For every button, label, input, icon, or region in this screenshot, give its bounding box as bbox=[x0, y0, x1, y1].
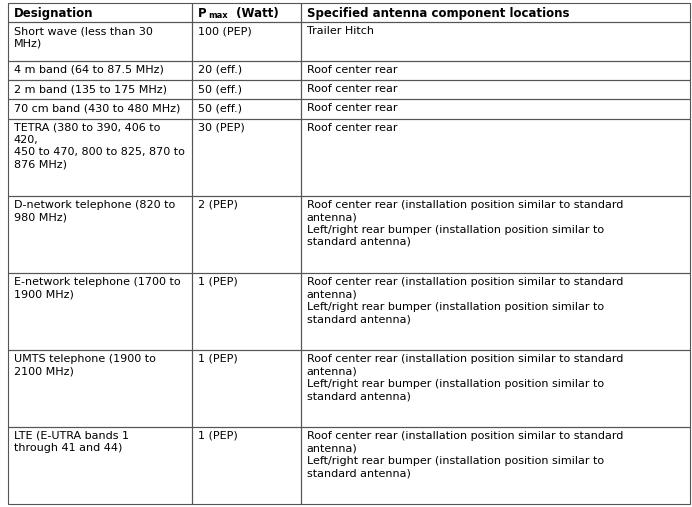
Text: 1 (PEP): 1 (PEP) bbox=[198, 277, 237, 287]
Bar bbox=[8, 273, 192, 350]
Text: 2 m band (135 to 175 MHz): 2 m band (135 to 175 MHz) bbox=[14, 84, 167, 94]
Bar bbox=[192, 3, 301, 22]
Text: 1 (PEP): 1 (PEP) bbox=[198, 431, 237, 441]
Bar bbox=[8, 350, 192, 427]
Text: Specified antenna component locations: Specified antenna component locations bbox=[307, 7, 570, 20]
Text: Roof center rear: Roof center rear bbox=[307, 65, 397, 75]
Text: 20 (eff.): 20 (eff.) bbox=[198, 65, 242, 75]
Text: Roof center rear: Roof center rear bbox=[307, 84, 397, 94]
Text: D-network telephone (820 to
980 MHz): D-network telephone (820 to 980 MHz) bbox=[14, 200, 175, 222]
Text: Roof center rear (installation position similar to standard
antenna)
Left/right : Roof center rear (installation position … bbox=[307, 431, 623, 478]
Text: E-network telephone (1700 to
1900 MHz): E-network telephone (1700 to 1900 MHz) bbox=[14, 277, 180, 299]
Text: (Watt): (Watt) bbox=[232, 7, 278, 20]
Text: Roof center rear (installation position similar to standard
antenna)
Left/right : Roof center rear (installation position … bbox=[307, 354, 623, 401]
Text: LTE (E-UTRA bands 1
through 41 and 44): LTE (E-UTRA bands 1 through 41 and 44) bbox=[14, 431, 129, 453]
Bar bbox=[8, 99, 192, 119]
Text: Trailer Hitch: Trailer Hitch bbox=[307, 26, 374, 37]
Text: 100 (PEP): 100 (PEP) bbox=[198, 26, 251, 37]
Text: UMTS telephone (1900 to
2100 MHz): UMTS telephone (1900 to 2100 MHz) bbox=[14, 354, 156, 376]
Text: Designation: Designation bbox=[14, 7, 93, 20]
Bar bbox=[8, 427, 192, 504]
Bar bbox=[301, 22, 690, 61]
Bar bbox=[301, 80, 690, 99]
Bar bbox=[192, 61, 301, 80]
Bar bbox=[301, 196, 690, 273]
Bar bbox=[192, 350, 301, 427]
Text: 70 cm band (430 to 480 MHz): 70 cm band (430 to 480 MHz) bbox=[14, 103, 180, 114]
Text: Roof center rear (installation position similar to standard
antenna)
Left/right : Roof center rear (installation position … bbox=[307, 277, 623, 324]
Bar bbox=[192, 427, 301, 504]
Bar bbox=[301, 61, 690, 80]
Text: Roof center rear: Roof center rear bbox=[307, 123, 397, 133]
Text: 50 (eff.): 50 (eff.) bbox=[198, 103, 242, 114]
Bar bbox=[8, 196, 192, 273]
Bar bbox=[8, 80, 192, 99]
Text: P: P bbox=[198, 7, 206, 20]
Text: Roof center rear: Roof center rear bbox=[307, 103, 397, 114]
Text: 1 (PEP): 1 (PEP) bbox=[198, 354, 237, 364]
Bar bbox=[301, 273, 690, 350]
Bar bbox=[301, 119, 690, 196]
Bar bbox=[301, 99, 690, 119]
Bar bbox=[192, 99, 301, 119]
Bar bbox=[301, 427, 690, 504]
Bar bbox=[192, 22, 301, 61]
Bar bbox=[301, 350, 690, 427]
Text: TETRA (380 to 390, 406 to
420,
450 to 470, 800 to 825, 870 to
876 MHz): TETRA (380 to 390, 406 to 420, 450 to 47… bbox=[14, 123, 184, 170]
Text: 4 m band (64 to 87.5 MHz): 4 m band (64 to 87.5 MHz) bbox=[14, 65, 163, 75]
Bar bbox=[192, 196, 301, 273]
Bar bbox=[8, 61, 192, 80]
Text: 50 (eff.): 50 (eff.) bbox=[198, 84, 242, 94]
Text: 2 (PEP): 2 (PEP) bbox=[198, 200, 237, 210]
Text: max: max bbox=[208, 11, 228, 20]
Text: Roof center rear (installation position similar to standard
antenna)
Left/right : Roof center rear (installation position … bbox=[307, 200, 623, 247]
Text: 30 (PEP): 30 (PEP) bbox=[198, 123, 244, 133]
Bar bbox=[192, 80, 301, 99]
Text: Short wave (less than 30
MHz): Short wave (less than 30 MHz) bbox=[14, 26, 152, 49]
Bar bbox=[192, 273, 301, 350]
Bar bbox=[192, 119, 301, 196]
Bar bbox=[8, 22, 192, 61]
Bar bbox=[8, 3, 192, 22]
Bar bbox=[301, 3, 690, 22]
Bar bbox=[8, 119, 192, 196]
